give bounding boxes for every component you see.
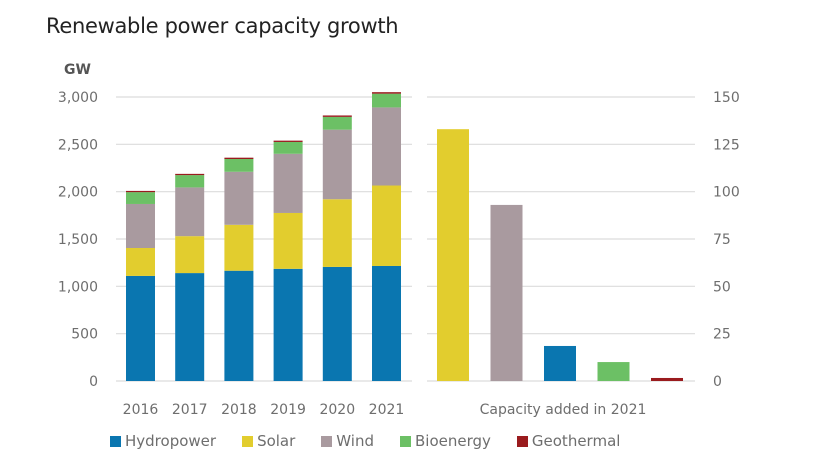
bar-bioenergy-2021: [372, 93, 401, 108]
bar-hydropower-2018: [224, 270, 254, 381]
right-y-tick-label: 0: [713, 374, 722, 390]
x-tick-label: 2017: [172, 402, 208, 418]
legend-label: Bioenergy: [415, 432, 491, 450]
bar-geothermal-2020: [322, 115, 352, 117]
bar-solar-2017: [175, 236, 205, 274]
added-bar-wind: [490, 204, 523, 381]
y-tick-label: 500: [71, 327, 98, 343]
added-bar-hydropower: [544, 345, 576, 381]
left-y-axis: 0 500 1,000 1,500 2,000 2,500 3,000: [58, 90, 98, 390]
bar-hydropower-2020: [322, 266, 352, 381]
bar-wind-2018: [224, 171, 254, 225]
legend-item-hydropower: Hydropower: [110, 432, 216, 450]
right-y-tick-label: 75: [713, 232, 731, 248]
y-tick-label: 2,000: [58, 185, 98, 201]
bar-wind-2017: [175, 187, 205, 237]
right-x-axis-label: Capacity added in 2021: [480, 402, 647, 418]
legend: Hydropower Solar Wind Bioenergy Geotherm…: [110, 432, 620, 450]
bar-wind-2020: [322, 129, 352, 200]
bar-geothermal-2018: [224, 157, 254, 160]
bar-solar-2020: [322, 199, 352, 267]
right-y-tick-label: 125: [713, 137, 740, 153]
bar-bioenergy-2016: [126, 192, 155, 204]
legend-swatch: [516, 435, 528, 447]
y-axis-unit-label: GW: [64, 62, 91, 78]
y-tick-label: 2,500: [58, 137, 98, 153]
x-tick-label: 2019: [270, 402, 306, 418]
y-tick-label: 1,000: [58, 279, 98, 295]
legend-label: Geothermal: [531, 432, 621, 450]
chart-title: Renewable power capacity growth: [46, 14, 399, 38]
legend-item-geothermal: Geothermal: [516, 432, 621, 450]
y-tick-label: 1,500: [58, 232, 98, 248]
bar-wind-2019: [273, 153, 303, 213]
legend-swatch: [400, 435, 411, 447]
legend-swatch: [110, 435, 121, 447]
bar-solar-2021: [372, 185, 401, 266]
right-y-tick-label: 150: [713, 90, 740, 106]
bar-solar-2016: [126, 247, 155, 276]
added-bar-solar: [437, 129, 469, 381]
stacked-bars: [126, 92, 401, 381]
x-tick-label: 2018: [221, 402, 257, 418]
x-tick-label: 2016: [123, 402, 159, 418]
bar-hydropower-2017: [175, 273, 205, 381]
bar-hydropower-2021: [372, 265, 401, 381]
left-gridlines: [116, 96, 412, 382]
legend-label: Wind: [336, 432, 374, 450]
right-y-tick-label: 50: [713, 279, 731, 295]
bar-hydropower-2019: [273, 268, 303, 381]
bar-bioenergy-2017: [175, 175, 205, 188]
bar-geothermal-2019: [273, 140, 303, 142]
legend-swatch: [321, 435, 333, 447]
bar-wind-2021: [372, 107, 401, 186]
right-y-tick-label: 25: [713, 327, 731, 343]
legend-label: Hydropower: [125, 432, 217, 450]
bar-bioenergy-2020: [322, 116, 352, 130]
right-gridlines: [427, 96, 695, 382]
x-tick-label: 2021: [369, 402, 405, 418]
bar-solar-2018: [224, 224, 254, 271]
bar-hydropower-2016: [126, 275, 155, 381]
bar-geothermal-2021: [372, 92, 401, 94]
legend-item-wind: Wind: [321, 432, 374, 450]
bar-bioenergy-2018: [224, 159, 254, 172]
bar-solar-2019: [273, 212, 303, 269]
bar-geothermal-2017: [175, 173, 205, 176]
right-y-axis: 0 25 50 75 100 125 150: [713, 90, 740, 390]
added-bar-bioenergy: [597, 362, 630, 381]
y-tick-label: 3,000: [58, 90, 98, 106]
x-axis: 2016 2017 2018 2019 2020 2021: [123, 402, 405, 418]
y-tick-label: 0: [89, 374, 98, 390]
bar-geothermal-2016: [126, 190, 155, 193]
legend-swatch: [242, 435, 254, 447]
legend-item-bioenergy: Bioenergy: [400, 432, 491, 450]
x-tick-label: 2020: [319, 402, 355, 418]
legend-item-solar: Solar: [242, 432, 295, 450]
bar-wind-2016: [126, 203, 155, 248]
right-y-tick-label: 100: [713, 185, 740, 201]
added-capacity-bars: [437, 129, 683, 381]
legend-label: Solar: [257, 432, 296, 450]
bar-bioenergy-2019: [273, 141, 303, 154]
added-bar-geothermal: [651, 377, 683, 381]
